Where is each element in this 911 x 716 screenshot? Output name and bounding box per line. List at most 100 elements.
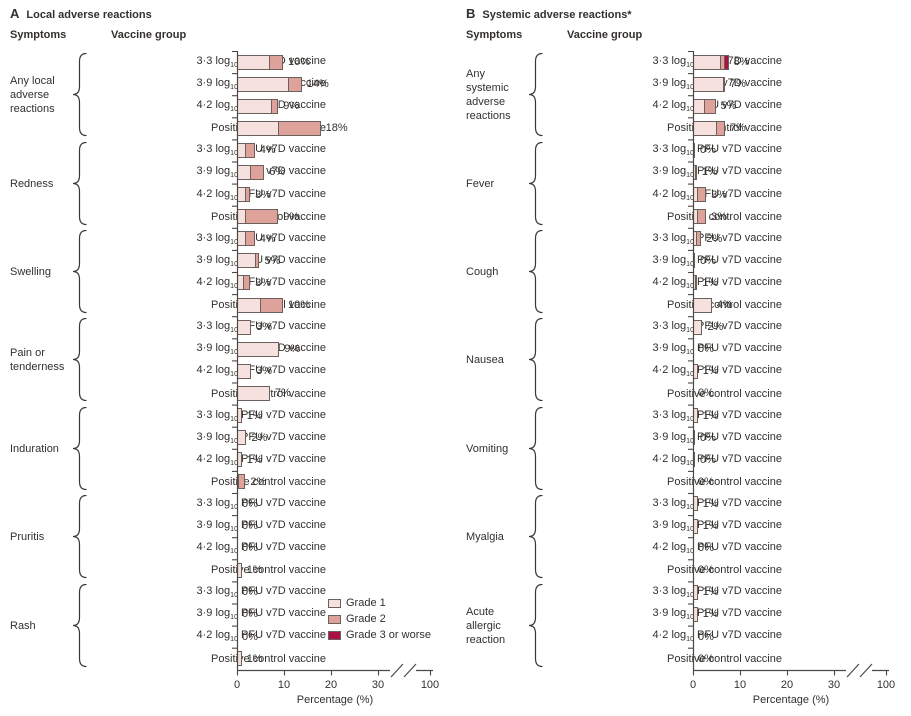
vaccine-group-label: 4·2 log10 PFU v7D vaccine — [196, 452, 326, 467]
bar-row: 3·9 log10 PFU v7D vaccine 7% — [550, 73, 911, 95]
bar-with-value: 1% — [693, 408, 719, 424]
bar-row: 4·2 log10 PFU v7D vaccine 0% — [94, 626, 455, 648]
bar-value-label: 0% — [698, 475, 714, 488]
bar-value-label: 9% — [284, 343, 301, 356]
bar-with-value: 1% — [693, 164, 718, 180]
bar-row: 3·9 log10 PFU v7D vaccine 1% — [550, 515, 911, 537]
symptom-label: Cough — [466, 265, 499, 278]
bar-segment-grade1 — [693, 319, 703, 335]
bar-value-label: 3% — [711, 210, 727, 223]
symptom-label: Fever — [466, 177, 495, 190]
symptom-label: Induration — [10, 442, 59, 455]
vaccine-group-label: 3·3 log10 PFU v7D vaccine — [196, 585, 326, 600]
brace-icon — [528, 141, 543, 225]
stacked-bar — [693, 76, 726, 92]
vaccine-group-label: 3·3 log10 PFU v7D vaccine — [196, 320, 326, 335]
bar-row: 3·3 log10 PFU v7D vaccine 0% — [94, 493, 455, 515]
bar-row: 4·2 log10 PFU v7D vaccine 3% — [94, 360, 455, 382]
symptom-label: Swelling — [10, 265, 51, 278]
stacked-bar — [237, 142, 255, 158]
bar-segment-grade1 — [693, 408, 698, 424]
vaccine-group-label: 4·2 log10 PFU v7D vaccine — [196, 541, 326, 556]
brace-icon — [528, 229, 543, 314]
brace-icon — [72, 406, 87, 490]
bar-segment-grade1 — [237, 120, 280, 136]
vaccine-group-label: 3·9 log10 PFU v7D vaccine — [652, 519, 782, 534]
bar-segment-grade1 — [693, 76, 725, 92]
bar-row: 4·2 log10 PFU v7D vaccine 3% — [550, 184, 911, 206]
x-tick-label: 10 — [278, 679, 290, 691]
bar-value-label: 0% — [698, 652, 714, 665]
bar-segment-grade1 — [693, 584, 698, 600]
bar-value-label: 3% — [711, 188, 727, 201]
symptom-group: Pain or tenderness 3·3 log10 PFU v7D vacc… — [0, 316, 455, 404]
bar-with-value: 14% — [237, 76, 329, 92]
symptom-group: Redness 3·3 log10 PFU v7D vaccine 4% 3·9 lo… — [0, 139, 455, 227]
bar-with-value: 1% — [693, 363, 719, 379]
symptom-group: Cough 3·3 log10 PFU v7D vaccine 2% 3·9 log1… — [456, 228, 911, 316]
panel-local-adverse-reactions: A Local adverse reactions Symptoms Vaccin… — [0, 0, 455, 716]
bar-row: 3·3 log10 PFU v7D vaccine 4% — [94, 228, 455, 250]
bar-with-value: 1% — [693, 275, 718, 291]
group-rows: 3·3 log10 PFU v7D vaccine 4% 3·9 log10 PFU… — [94, 139, 455, 227]
stacked-bar — [237, 408, 242, 424]
stacked-bar — [237, 562, 242, 578]
bar-with-value: 0% — [693, 474, 714, 489]
bar-with-value: 0% — [693, 430, 716, 446]
bar-with-value: 6% — [237, 164, 285, 180]
vaccine-group-label: Positive control vaccine — [667, 122, 782, 135]
bar-row: 3·3 log10 PFU v7D vaccine 3% — [94, 316, 455, 338]
x-axis: 0 10 20 30 100 — [690, 663, 895, 691]
bar-row: 3·3 log10 PFU v7D vaccine 2% — [550, 228, 911, 250]
bar-segment-grade1 — [693, 297, 712, 313]
bar-with-value: 9% — [237, 341, 301, 357]
group-rows: 3·3 log10 PFU v7D vaccine 0% 3·9 log10 PFU… — [550, 139, 911, 227]
group-brace — [72, 139, 94, 227]
bar-value-label: 2% — [250, 475, 267, 488]
bar-with-value: 3% — [237, 275, 271, 291]
x-tick-label: 30 — [828, 679, 840, 691]
vaccine-group-label: 4·2 log10 PFU v7D vaccine — [196, 629, 326, 644]
bar-segment-grade1 — [237, 164, 252, 180]
bar-segment-grade1 — [237, 562, 242, 578]
bar-with-value: 0% — [237, 541, 258, 556]
vaccine-group-header: Vaccine group — [567, 29, 643, 41]
bar-with-value: 0% — [693, 629, 714, 644]
bar-segment-grade2 — [245, 142, 255, 158]
legend-item-grade3: Grade 3 or worse — [328, 627, 431, 643]
bar-segment-grade1 — [693, 496, 698, 512]
group-rows: 3·3 log10 PFU v7D vaccine 1% 3·9 log10 PFU… — [550, 493, 911, 581]
bar-value-label: 9% — [283, 100, 300, 113]
x-tick-label: 10 — [734, 679, 746, 691]
bar-with-value: 1% — [693, 496, 719, 512]
group-rows: 3·3 log10 PFU v7D vaccine 1% 3·9 log10 PFU… — [550, 581, 911, 669]
brace-icon — [72, 495, 87, 579]
grade-legend: Grade 1 Grade 2 Grade 3 or worse — [328, 595, 431, 643]
bar-row: 3·9 log10 PFU v7D vaccine 5% — [94, 250, 455, 272]
bar-value-label: 1% — [246, 409, 263, 422]
stacked-bar — [693, 297, 712, 313]
bar-row: 3·9 log10 PFU v7D vaccine 9% — [94, 338, 455, 360]
bar-with-value: 1% — [693, 518, 719, 534]
stacked-bar — [237, 385, 270, 401]
bar-value-label: 1% — [702, 365, 719, 378]
bar-row: Positive control vaccine 3% — [550, 206, 911, 228]
vaccine-group-label: 3·9 log10 PFU v7D vaccine — [652, 607, 782, 622]
vaccine-group-label: 3·9 log10 PFU v7D vaccine — [196, 519, 326, 534]
group-brace — [528, 51, 550, 139]
panel-letter: A — [10, 6, 20, 21]
bar-row: 3·3 log10 PFU v7D vaccine 0% — [94, 581, 455, 603]
bar-with-value: 1% — [693, 606, 719, 622]
bar-with-value: 18% — [237, 120, 348, 136]
bar-with-value: 0% — [693, 142, 716, 158]
bar-value-label: 4% — [259, 232, 276, 245]
stacked-bar — [237, 120, 321, 136]
group-brace — [72, 405, 94, 493]
vaccine-group-label: 4·2 log10 PFU v7D vaccine — [652, 364, 782, 379]
vaccine-group-label: 4·2 log10 PFU v7D vaccine — [652, 452, 782, 467]
x-axis: 0 10 20 30 100 — [234, 663, 439, 691]
bar-value-label: 18% — [325, 122, 348, 135]
bar-with-value: 4% — [237, 231, 276, 247]
vaccine-group-label: 3·3 log10 PFU v7D vaccine — [196, 496, 326, 512]
